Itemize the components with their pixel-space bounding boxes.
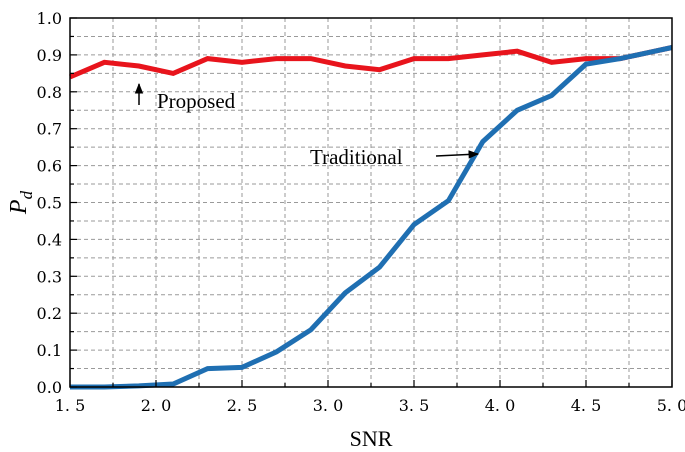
y-tick-label: 0.7 bbox=[37, 120, 62, 139]
y-tick-label: 0.8 bbox=[37, 83, 62, 102]
x-tick-label: 3. 0 bbox=[313, 396, 344, 415]
x-tick-label: 3. 5 bbox=[399, 396, 430, 415]
y-tick-label: 0.6 bbox=[37, 157, 62, 176]
y-axis-title-symbol: P bbox=[6, 199, 32, 215]
y-tick-label: 1.0 bbox=[37, 9, 62, 28]
x-tick-label: 1. 5 bbox=[55, 396, 86, 415]
x-tick-label: 4. 5 bbox=[571, 396, 602, 415]
x-tick-labels: 1. 5 2. 0 2. 5 3. 0 3. 5 4. 0 4. 5 5. 0 bbox=[55, 396, 685, 415]
proposed-annotation: Proposed bbox=[157, 89, 236, 113]
y-tick-labels: 0.0 0.1 0.2 0.3 0.4 0.5 0.6 0.7 0.8 0.9 1.0 bbox=[37, 9, 62, 397]
x-tick-label: 2. 0 bbox=[141, 396, 172, 415]
x-tick-label: 2. 5 bbox=[227, 396, 258, 415]
y-axis-title-subscript: d bbox=[17, 190, 36, 199]
traditional-arrow bbox=[435, 150, 480, 159]
y-tick-label: 0.9 bbox=[37, 46, 62, 65]
annotations: Proposed Traditional bbox=[134, 82, 480, 169]
x-tick-label: 4. 0 bbox=[485, 396, 516, 415]
y-tick-label: 0.0 bbox=[37, 378, 62, 397]
series-layer bbox=[69, 45, 673, 390]
y-tick-label: 0.2 bbox=[37, 304, 62, 323]
y-tick-label: 0.3 bbox=[37, 267, 62, 286]
grid-lines bbox=[70, 18, 672, 387]
series-line-traditional bbox=[70, 45, 673, 390]
traditional-annotation: Traditional bbox=[310, 145, 403, 169]
y-axis-title: Pd bbox=[6, 190, 36, 215]
x-axis-title: SNR bbox=[350, 426, 393, 451]
series-line-proposed bbox=[69, 45, 673, 80]
axis-ticks bbox=[69, 17, 673, 388]
y-tick-label: 0.5 bbox=[37, 194, 62, 213]
y-tick-label: 0.4 bbox=[37, 230, 62, 249]
x-tick-label: 5. 0 bbox=[657, 396, 685, 415]
y-tick-label: 0.1 bbox=[37, 341, 62, 360]
